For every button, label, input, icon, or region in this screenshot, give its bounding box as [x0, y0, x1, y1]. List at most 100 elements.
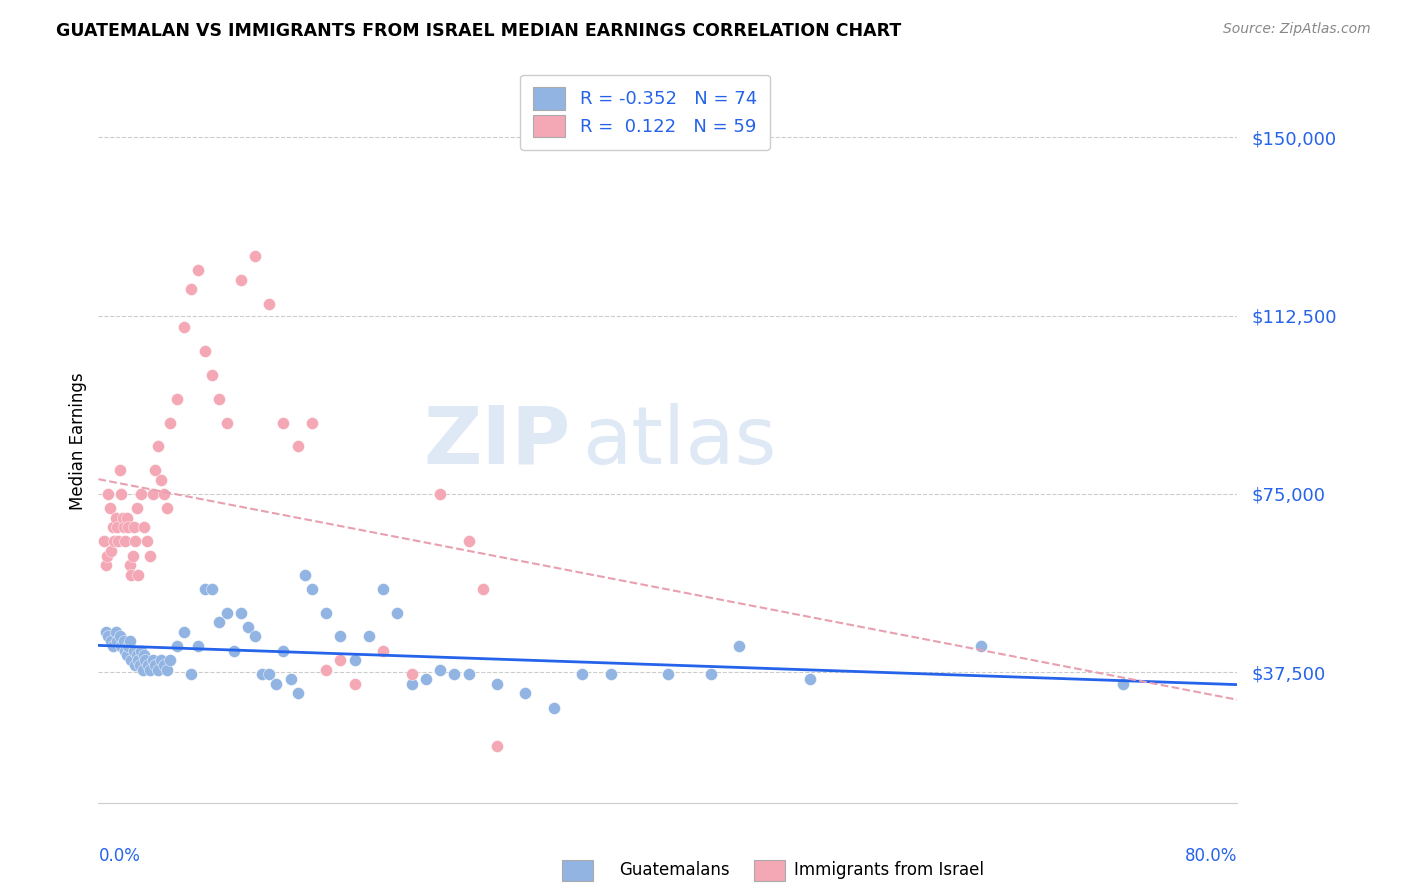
- Point: [373, 582, 395, 596]
- Point: [105, 520, 128, 534]
- Point: [127, 567, 149, 582]
- Text: Source: ZipAtlas.com: Source: ZipAtlas.com: [1223, 22, 1371, 37]
- Point: [728, 639, 751, 653]
- Point: [110, 639, 132, 653]
- Point: [118, 558, 141, 573]
- Point: [111, 510, 134, 524]
- Point: [250, 667, 273, 681]
- Point: [150, 653, 173, 667]
- Point: [124, 657, 146, 672]
- Point: [122, 520, 145, 534]
- Point: [100, 634, 122, 648]
- Point: [215, 416, 238, 430]
- Point: [166, 639, 188, 653]
- Point: [120, 653, 142, 667]
- Point: [132, 520, 155, 534]
- Point: [141, 653, 163, 667]
- Point: [187, 263, 209, 277]
- Point: [600, 667, 623, 681]
- Point: [287, 686, 309, 700]
- Point: [222, 643, 245, 657]
- Point: [301, 582, 323, 596]
- Point: [1112, 677, 1135, 691]
- Point: [543, 700, 565, 714]
- Point: [115, 510, 138, 524]
- Point: [125, 648, 148, 663]
- Point: [208, 392, 231, 406]
- Point: [127, 653, 149, 667]
- Point: [108, 629, 131, 643]
- Point: [287, 439, 309, 453]
- Point: [148, 663, 170, 677]
- Point: [699, 667, 721, 681]
- Point: [97, 487, 120, 501]
- Point: [180, 667, 202, 681]
- Point: [415, 672, 437, 686]
- Point: [970, 639, 993, 653]
- Point: [118, 634, 141, 648]
- Point: [357, 629, 380, 643]
- Point: [180, 282, 202, 296]
- Point: [141, 487, 163, 501]
- Point: [401, 677, 423, 691]
- Point: [243, 629, 266, 643]
- Point: [486, 677, 509, 691]
- Point: [135, 534, 157, 549]
- Text: Immigrants from Israel: Immigrants from Israel: [794, 861, 984, 879]
- Point: [429, 663, 451, 677]
- Point: [173, 320, 195, 334]
- Point: [131, 663, 153, 677]
- Point: [105, 634, 128, 648]
- Point: [129, 643, 152, 657]
- Point: [156, 663, 179, 677]
- Point: [104, 624, 127, 639]
- Point: [457, 667, 479, 681]
- Point: [280, 672, 302, 686]
- Point: [134, 653, 156, 667]
- Point: [145, 463, 167, 477]
- Point: [343, 653, 366, 667]
- Point: [104, 510, 127, 524]
- Point: [329, 629, 352, 643]
- Point: [129, 487, 152, 501]
- Point: [329, 653, 352, 667]
- Point: [259, 667, 281, 681]
- Point: [96, 549, 118, 563]
- Point: [153, 487, 176, 501]
- Point: [259, 296, 281, 310]
- Point: [166, 392, 188, 406]
- Point: [194, 582, 217, 596]
- Point: [94, 624, 117, 639]
- Point: [201, 582, 224, 596]
- Point: [93, 534, 115, 549]
- Point: [194, 344, 217, 359]
- Point: [301, 416, 323, 430]
- Point: [98, 501, 121, 516]
- Point: [114, 534, 136, 549]
- Point: [138, 663, 160, 677]
- Point: [100, 544, 122, 558]
- Text: 80.0%: 80.0%: [1185, 847, 1237, 865]
- Point: [387, 606, 409, 620]
- Point: [150, 473, 173, 487]
- Point: [97, 629, 120, 643]
- Point: [121, 549, 143, 563]
- Point: [457, 534, 479, 549]
- Point: [229, 606, 252, 620]
- Point: [443, 667, 465, 681]
- Point: [159, 416, 181, 430]
- Point: [173, 624, 195, 639]
- Point: [115, 648, 138, 663]
- Point: [94, 558, 117, 573]
- Text: Guatemalans: Guatemalans: [619, 861, 730, 879]
- Point: [471, 582, 494, 596]
- Point: [128, 657, 150, 672]
- Point: [101, 639, 124, 653]
- Point: [515, 686, 537, 700]
- Point: [124, 534, 146, 549]
- Point: [122, 643, 145, 657]
- Point: [117, 639, 139, 653]
- Point: [153, 657, 176, 672]
- Point: [373, 643, 395, 657]
- Point: [571, 667, 593, 681]
